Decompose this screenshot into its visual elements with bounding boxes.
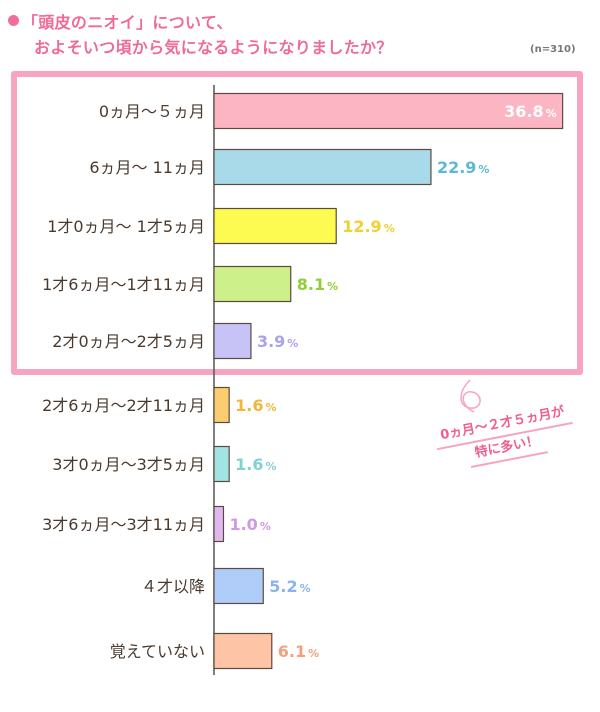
category-label: 1才0ヵ月〜 1才5ヵ月 [47, 217, 205, 236]
data-label: 5.2% [269, 577, 310, 596]
data-label: 22.9% [437, 158, 490, 177]
category-label: 3才0ヵ月〜3才5ヵ月 [52, 455, 205, 474]
chart-title-line1: 「頭皮のニオイ」について、 [22, 13, 233, 32]
bar [213, 632, 273, 670]
chart-title-line2: およそいつ頃から気になるようになりましたか？ [34, 38, 393, 57]
data-label: 6.1% [278, 642, 319, 661]
swirl-icon [460, 379, 481, 413]
bar [213, 386, 230, 424]
data-label: 36.8% [504, 102, 557, 121]
bar [213, 207, 337, 245]
category-label: 0ヵ月〜５ヵ月 [99, 102, 205, 121]
data-label: 3.9% [257, 332, 298, 351]
data-label: 12.9% [342, 217, 395, 236]
bar [213, 445, 230, 483]
bar [213, 148, 432, 186]
bar [213, 265, 292, 303]
data-label: 1.6% [235, 455, 276, 474]
sample-size: (n=310) [530, 44, 576, 55]
bar [213, 322, 252, 360]
bar [213, 92, 564, 130]
bar [213, 505, 225, 543]
category-label: 2才6ヵ月〜2才11ヵ月 [42, 396, 205, 415]
highlight-frame [11, 71, 583, 375]
category-label: 1才6ヵ月〜1才11ヵ月 [42, 275, 205, 294]
data-label: 1.6% [235, 396, 276, 415]
category-label: 3才6ヵ月〜3才11ヵ月 [42, 515, 205, 534]
data-label: 8.1% [297, 275, 338, 294]
bar [213, 567, 264, 605]
category-label: 覚えていない [110, 642, 205, 661]
category-label: ４才以降 [141, 577, 205, 596]
title-bullet-icon [8, 15, 19, 26]
category-label: 2才0ヵ月〜2才5ヵ月 [52, 332, 205, 351]
data-label: 1.0% [229, 515, 270, 534]
category-label: 6ヵ月〜 11ヵ月 [89, 158, 205, 177]
